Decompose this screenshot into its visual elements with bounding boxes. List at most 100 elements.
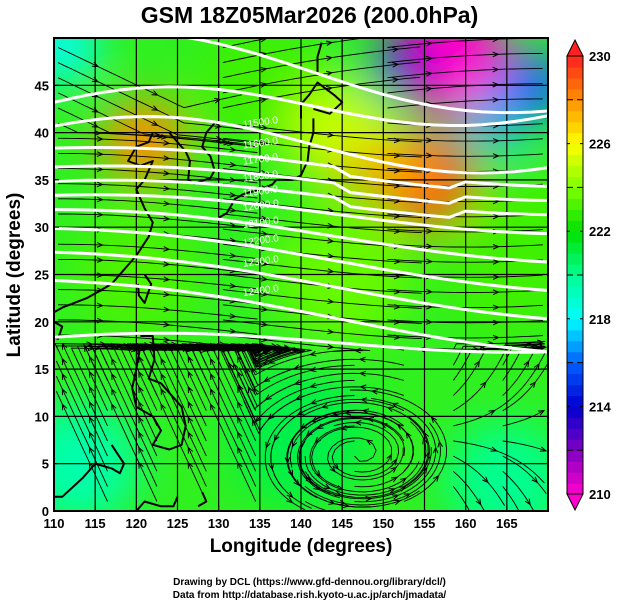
streamline-arrow — [229, 282, 237, 289]
streamline-arrow — [163, 291, 171, 298]
streamline — [304, 422, 441, 506]
streamline — [58, 168, 258, 184]
colorbar-segment — [567, 362, 583, 375]
colorbar-segment — [567, 384, 583, 397]
streamline-arrow — [88, 400, 95, 409]
streamline-arrow — [111, 403, 117, 411]
streamline-arrow — [111, 372, 117, 381]
streamline-arrow — [482, 476, 489, 484]
streamline-arrow — [88, 385, 95, 393]
streamline — [502, 341, 543, 351]
streamline-arrow — [260, 67, 268, 73]
streamline-arrow — [163, 215, 171, 222]
streamline-arrow — [268, 463, 275, 471]
streamline — [299, 440, 432, 500]
streamline-arrow — [426, 319, 434, 325]
contour-label: 12200.0 — [242, 233, 280, 249]
coastline — [54, 444, 125, 498]
x-tick-label: 155 — [414, 516, 436, 531]
streamline — [222, 137, 422, 158]
streamline — [222, 198, 422, 218]
colorbar-segment — [567, 285, 583, 298]
streamline — [58, 289, 258, 305]
y-tick-label: 15 — [35, 362, 49, 377]
colorbar-extend-max — [566, 38, 584, 57]
streamline — [502, 363, 548, 412]
streamline-arrow — [323, 483, 331, 490]
streamline — [222, 38, 362, 64]
streamline — [57, 92, 248, 145]
streamline-arrow — [426, 243, 434, 250]
streamline-arrow — [170, 341, 179, 348]
streamline-arrow — [393, 304, 401, 310]
streamline-arrow — [245, 366, 251, 375]
streamline-arrow — [492, 138, 500, 144]
streamline-arrow — [160, 403, 166, 411]
streamline-arrow — [229, 328, 237, 334]
streamline-arrow — [309, 399, 318, 405]
streamline-arrow — [325, 70, 334, 77]
streamline — [387, 319, 543, 324]
streamline-arrow — [91, 122, 100, 128]
streamline — [304, 421, 427, 496]
streamline-arrow — [229, 177, 237, 183]
streamline — [222, 319, 422, 340]
streamline-arrow — [210, 357, 216, 365]
streamline-arrow — [327, 222, 335, 229]
streamline-arrow — [293, 479, 300, 487]
coastline — [54, 132, 154, 314]
streamline-arrow — [229, 192, 237, 198]
streamline-arrow — [153, 132, 161, 138]
streamline-arrow — [393, 334, 401, 340]
streamline-arrow — [187, 446, 194, 454]
streamline-arrow — [360, 397, 368, 403]
streamline-arrow — [490, 446, 498, 452]
coastline — [54, 320, 64, 340]
streamline-arrow — [361, 408, 370, 414]
streamline-arrow — [138, 461, 144, 469]
streamline-arrow — [329, 465, 336, 473]
streamline-arrow — [309, 350, 317, 357]
streamline-arrow — [393, 228, 401, 235]
y-tick-label: 35 — [35, 173, 49, 188]
streamline-arrow — [229, 222, 237, 228]
streamline-arrow — [393, 273, 401, 280]
streamline-arrow — [432, 446, 439, 454]
streamline-arrow — [313, 484, 321, 491]
streamline-arrow — [138, 416, 144, 424]
streamline-arrow — [529, 381, 537, 389]
streamline-arrow — [229, 207, 237, 213]
streamline-arrow — [208, 343, 216, 350]
streamline-arrow — [135, 342, 143, 349]
colorbar-tick-label: 214 — [589, 399, 611, 414]
streamline-arrow — [432, 474, 440, 482]
streamline-arrow — [151, 120, 159, 126]
streamline — [222, 334, 371, 353]
streamline-arrow — [492, 97, 500, 103]
streamline-arrow — [325, 40, 334, 47]
streamline-arrow — [327, 343, 335, 350]
streamline — [452, 340, 546, 351]
x-axis-label: Longitude (degrees) — [209, 536, 393, 557]
contour-label: 12400.0 — [242, 283, 280, 299]
streamline-arrow — [163, 261, 171, 267]
contour-11400 — [179, 38, 548, 115]
streamline-arrow — [96, 196, 104, 203]
streamline-arrow — [426, 228, 434, 234]
streamline-arrow — [163, 155, 171, 161]
streamline-arrow — [187, 370, 194, 378]
streamline-arrow — [261, 139, 269, 146]
y-tick-label: 30 — [35, 220, 49, 235]
streamline-arrow — [287, 469, 294, 477]
streamline-arrow — [138, 431, 144, 439]
streamline — [287, 410, 371, 508]
streamline-arrow — [210, 403, 216, 411]
contour-label: 11500.0 — [242, 115, 279, 131]
streamline — [58, 152, 258, 169]
field-cool-corner-nw — [54, 38, 99, 84]
coastline — [131, 335, 187, 451]
streamline-arrow — [245, 343, 251, 351]
streamline — [331, 422, 400, 478]
streamline — [55, 360, 108, 472]
streamline — [502, 440, 547, 452]
